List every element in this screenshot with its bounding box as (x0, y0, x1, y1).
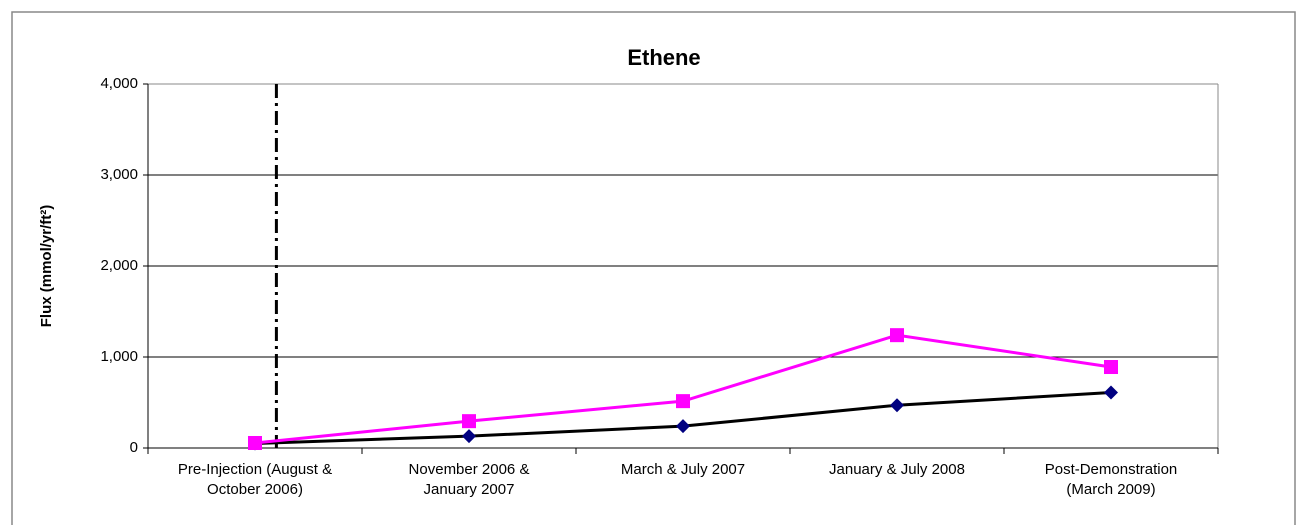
marker (462, 414, 476, 429)
y-tick-label: 2,000 (100, 257, 138, 274)
x-tick-label: January & July 2008 (829, 461, 965, 478)
marker (1104, 385, 1118, 400)
marker (890, 328, 904, 343)
x-tick-label: Post-Demonstration (1045, 461, 1178, 478)
x-tick-label: January 2007 (424, 481, 515, 498)
x-tick-label: March & July 2007 (621, 461, 745, 478)
x-tick-label: October 2006) (207, 481, 303, 498)
marker (248, 435, 262, 450)
marker (676, 394, 690, 409)
y-axis-label: Flux (mmol/yr/ft²) (38, 205, 55, 328)
marker (462, 429, 476, 444)
marker (676, 419, 690, 434)
marker (1104, 360, 1118, 375)
y-tick-label: 0 (130, 439, 138, 456)
y-tick-label: 3,000 (100, 166, 138, 183)
y-tick-label: 4,000 (100, 75, 138, 92)
x-tick-label: November 2006 & (409, 461, 530, 478)
y-tick-label: 1,000 (100, 348, 138, 365)
marker (890, 398, 904, 413)
x-tick-label: Pre-Injection (August & (178, 461, 332, 478)
chart-title: Ethene (627, 45, 700, 70)
x-tick-label: (March 2009) (1066, 481, 1155, 498)
chart-frame (11, 11, 1296, 525)
